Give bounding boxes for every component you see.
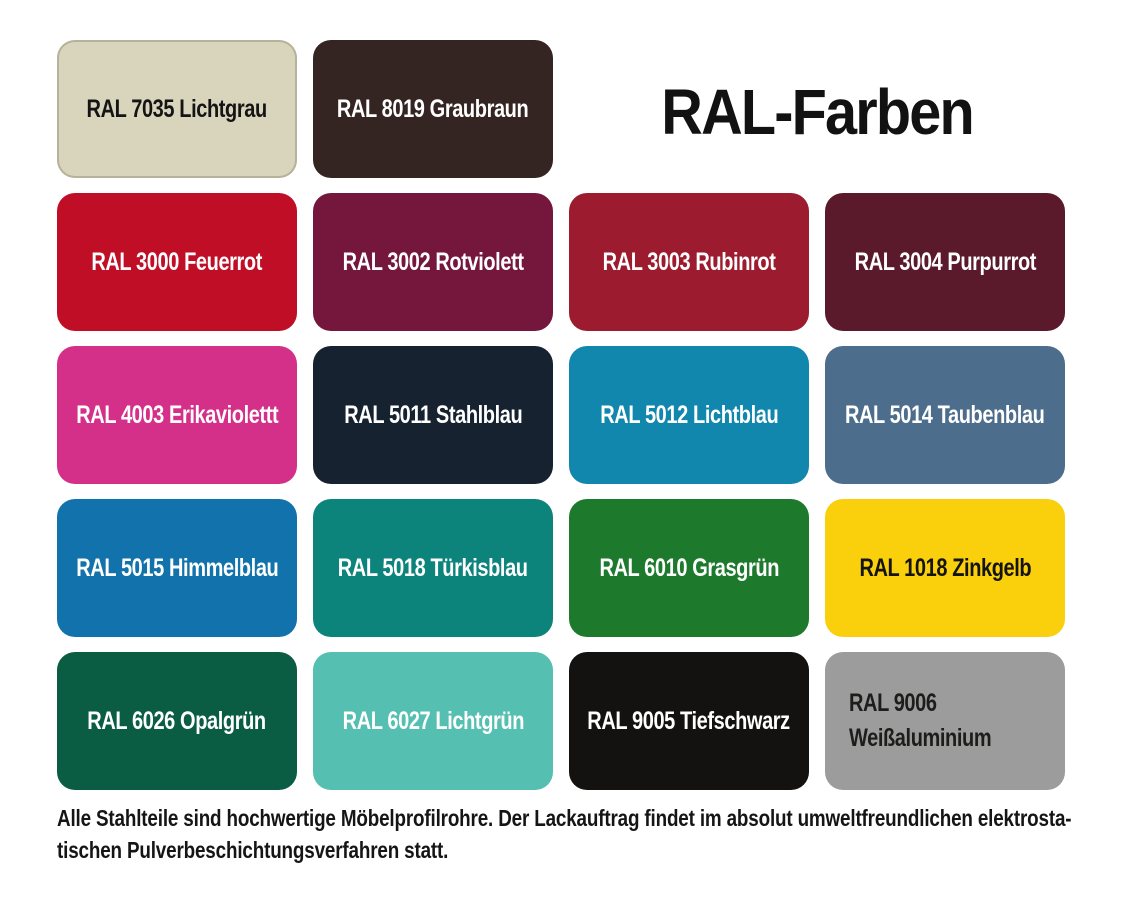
swatch-ral-5014: RAL 5014 Taubenblau bbox=[825, 346, 1065, 484]
footer-line-2: tischen Pulverbeschichtungsverfahren sta… bbox=[57, 836, 449, 863]
swatch-label: RAL 5012 Lichtblau bbox=[599, 400, 779, 429]
footer-line-1: Alle Stahlteile sind hochwertige Möbelpr… bbox=[57, 805, 1072, 831]
swatch-label: RAL 3002 Rotviolett bbox=[342, 247, 524, 276]
swatch-ral-9005: RAL 9005 Tiefschwarz bbox=[569, 652, 809, 790]
swatch-ral-3004: RAL 3004 Purpurrot bbox=[825, 193, 1065, 331]
swatch-label: RAL 6010 Grasgrün bbox=[599, 553, 779, 582]
swatch-label: RAL 5015 Himmelblau bbox=[75, 553, 279, 582]
swatch-label: RAL 6026 Opalgrün bbox=[87, 706, 267, 735]
swatch-ral-3000: RAL 3000 Feuerrot bbox=[57, 193, 297, 331]
swatch-ral-3002: RAL 3002 Rotviolett bbox=[313, 193, 553, 331]
swatch-label: RAL 6027 Lichtgrün bbox=[342, 706, 524, 735]
swatch-label: RAL 8019 Graubraun bbox=[337, 94, 529, 123]
swatch-label: RAL 9005 Tiefschwarz bbox=[587, 706, 791, 735]
swatch-ral-5015: RAL 5015 Himmelblau bbox=[57, 499, 297, 637]
swatch-ral-5011: RAL 5011 Stahlblau bbox=[313, 346, 553, 484]
swatch-label: RAL 9006 Weißaluminium bbox=[849, 689, 992, 752]
swatch-label: RAL 3003 Rubinrot bbox=[602, 247, 776, 276]
swatch-ral-6026: RAL 6026 Opalgrün bbox=[57, 652, 297, 790]
swatch-label: RAL 3004 Purpurrot bbox=[854, 247, 1036, 276]
swatch-ral-6027: RAL 6027 Lichtgrün bbox=[313, 652, 553, 790]
swatch-ral-5018: RAL 5018 Türkisblau bbox=[313, 499, 553, 637]
swatch-label: RAL 5018 Türkisblau bbox=[338, 553, 528, 582]
swatch-ral-3003: RAL 3003 Rubinrot bbox=[569, 193, 809, 331]
swatch-ral-7035: RAL 7035 Lichtgrau bbox=[57, 40, 297, 178]
swatch-label: RAL 1018 Zinkgelb bbox=[859, 553, 1031, 582]
page-title: RAL-Farben bbox=[661, 76, 974, 148]
footer-text: Alle Stahlteile sind hochwertige Möbelpr… bbox=[57, 803, 1123, 866]
swatch-label: RAL 3000 Feuerrot bbox=[91, 247, 263, 276]
swatch-ral-4003: RAL 4003 Erikaviolettt bbox=[57, 346, 297, 484]
swatch-ral-9006: RAL 9006 Weißaluminium bbox=[825, 652, 1065, 790]
swatch-ral-6010: RAL 6010 Grasgrün bbox=[569, 499, 809, 637]
swatch-ral-5012: RAL 5012 Lichtblau bbox=[569, 346, 809, 484]
swatch-label: RAL 7035 Lichtgrau bbox=[86, 94, 268, 123]
swatch-ral-1018: RAL 1018 Zinkgelb bbox=[825, 499, 1065, 637]
swatch-grid: RAL 7035 Lichtgrau RAL 8019 Graubraun RAL… bbox=[57, 40, 1065, 790]
title-cell: RAL-Farben bbox=[569, 40, 1065, 178]
swatch-label: RAL 5011 Stahlblau bbox=[343, 400, 523, 429]
swatch-ral-8019: RAL 8019 Graubraun bbox=[313, 40, 553, 178]
swatch-label: RAL 4003 Erikaviolettt bbox=[75, 400, 279, 429]
swatch-label: RAL 5014 Taubenblau bbox=[845, 400, 1045, 429]
